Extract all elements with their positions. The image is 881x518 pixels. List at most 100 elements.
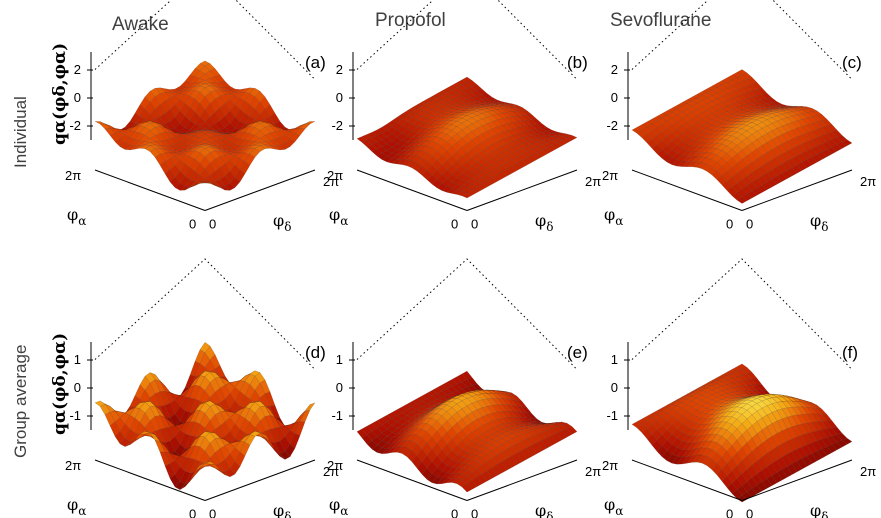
z-tick-label: 2 — [74, 62, 81, 77]
surface-cell — [736, 495, 748, 503]
z-tick-label: -2 — [606, 118, 618, 133]
y-axis-line — [356, 169, 468, 211]
panel-label: (d) — [305, 343, 326, 362]
x-axis-line — [204, 169, 316, 211]
y-axis-label: φα — [604, 495, 623, 518]
x-tick-label-max: 2π — [323, 464, 339, 479]
x-axis-label: φδ — [535, 501, 553, 518]
x-tick-label-min: 0 — [471, 507, 478, 518]
row-title-individual: Individual — [11, 96, 30, 168]
z-tick-label: 0 — [611, 380, 618, 395]
x-tick-label-min: 0 — [746, 217, 753, 232]
x-axis-label: φδ — [273, 211, 291, 234]
y-axis-label: φα — [329, 205, 348, 228]
z-tick-label: 0 — [74, 380, 81, 395]
x-tick-label-max: 2π — [860, 464, 876, 479]
x-axis-label: φδ — [810, 211, 828, 234]
y-axis-label: φα — [67, 205, 86, 228]
back-wall-line — [356, 258, 578, 370]
y-axis-label: φα — [329, 495, 348, 518]
surface-cell — [736, 196, 748, 204]
surface-panel-4: 1 0 -1 2π 0 0 2π φα φδ (d) qα(φδ,φα) — [50, 258, 339, 518]
x-tick-label-max: 2π — [585, 174, 601, 189]
z-tick-label: 1 — [74, 352, 81, 367]
panel-label: (b) — [567, 53, 588, 72]
surface-cell — [199, 461, 211, 466]
z-tick-label: -1 — [69, 408, 81, 423]
surface-cell — [94, 121, 106, 125]
x-axis-line — [466, 459, 578, 501]
y-tick-label-min: 0 — [726, 507, 733, 518]
z-tick-label: 0 — [611, 90, 618, 105]
panel-label: (f) — [842, 343, 858, 362]
surface-cell — [461, 483, 473, 493]
y-tick-label-min: 0 — [451, 507, 458, 518]
z-tick-label: 0 — [74, 90, 81, 105]
z-tick-label: 2 — [611, 62, 618, 77]
x-tick-label-min: 0 — [471, 217, 478, 232]
back-wall-line — [94, 0, 316, 80]
surface-mesh — [631, 363, 853, 503]
surface-cell — [461, 192, 473, 199]
z-tick-label: 0 — [336, 380, 343, 395]
z-tick-label: 2 — [336, 62, 343, 77]
x-tick-label-min: 0 — [209, 217, 216, 232]
surface-panel-6: 1 0 -1 2π 0 0 2π φα φδ (f) — [602, 258, 876, 518]
z-tick-label: 1 — [611, 352, 618, 367]
back-wall-line — [94, 258, 316, 370]
y-tick-label-max: 2π — [327, 458, 343, 473]
x-axis-line — [741, 169, 853, 211]
surface-mesh — [631, 69, 853, 204]
y-tick-label-max: 2π — [327, 168, 343, 183]
y-tick-label-min: 0 — [189, 217, 196, 232]
panel-label: (c) — [842, 53, 862, 72]
y-axis-line — [94, 169, 206, 211]
y-tick-label-max: 2π — [602, 168, 618, 183]
x-axis-label: φδ — [535, 211, 553, 234]
y-tick-label-max: 2π — [65, 168, 81, 183]
y-tick-label-max: 2π — [65, 458, 81, 473]
z-tick-label: -1 — [606, 408, 618, 423]
x-axis-line — [741, 459, 853, 501]
y-tick-label-min: 0 — [451, 217, 458, 232]
z-tick-label: -2 — [331, 118, 343, 133]
surface-mesh — [94, 342, 316, 490]
surface-mesh — [356, 370, 578, 493]
z-tick-label: 0 — [336, 90, 343, 105]
z-tick-label: -2 — [69, 118, 81, 133]
y-axis-label: φα — [604, 205, 623, 228]
y-axis-line — [356, 459, 468, 501]
back-wall-line — [631, 258, 853, 370]
column-title-awake: Awake — [112, 14, 169, 35]
y-tick-label-min: 0 — [726, 217, 733, 232]
x-tick-label-min: 0 — [209, 507, 216, 518]
y-tick-label-max: 2π — [602, 458, 618, 473]
surface-mesh — [94, 60, 316, 191]
x-axis-line — [466, 169, 578, 211]
z-axis-label: qα(φδ,φα) — [50, 43, 70, 145]
x-axis-label: φδ — [273, 501, 291, 518]
back-wall-line — [631, 0, 853, 80]
back-wall-line — [356, 0, 578, 80]
y-axis-label: φα — [67, 495, 86, 518]
x-tick-label-min: 0 — [746, 507, 753, 518]
panel-label: (a) — [305, 53, 326, 72]
y-tick-label-min: 0 — [189, 507, 196, 518]
panel-label: (e) — [567, 343, 588, 362]
x-axis-line — [204, 459, 316, 501]
y-axis-line — [631, 459, 743, 501]
y-axis-line — [94, 459, 206, 501]
x-tick-label-max: 2π — [323, 174, 339, 189]
surface-panel-5: 1 0 -1 2π 0 0 2π φα φδ (e) — [327, 258, 601, 518]
z-tick-label: -1 — [331, 408, 343, 423]
z-axis-label: qα(φδ,φα) — [50, 333, 70, 435]
x-tick-label-max: 2π — [860, 174, 876, 189]
row-title-group-average: Group average — [11, 345, 30, 458]
x-axis-label: φδ — [810, 501, 828, 518]
column-title-sevoflurane: Sevoflurane — [610, 10, 711, 31]
y-axis-line — [631, 169, 743, 211]
